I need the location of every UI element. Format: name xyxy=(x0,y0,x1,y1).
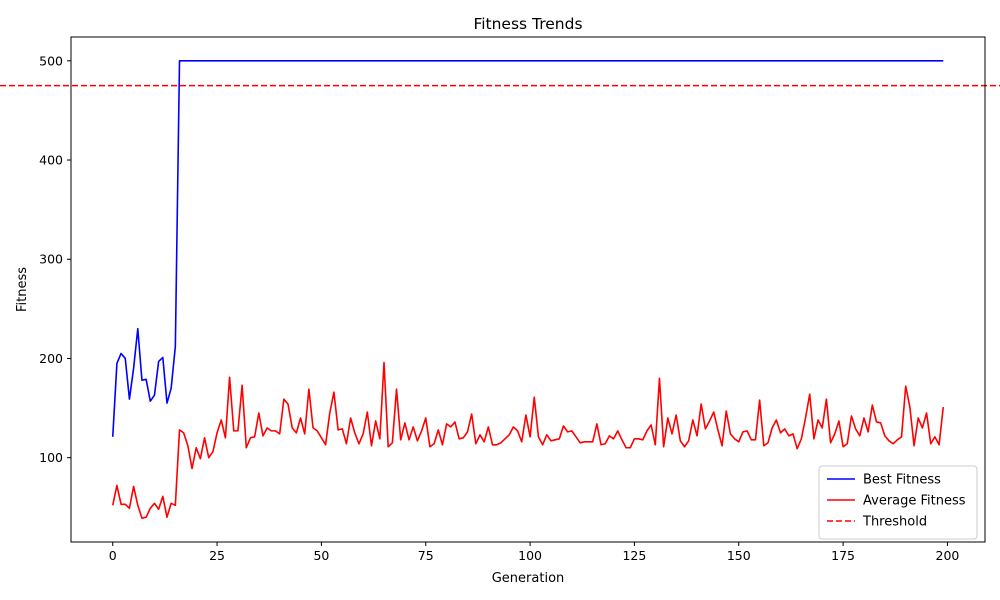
legend-box xyxy=(818,465,978,540)
x-tick-label: 25 xyxy=(209,548,225,563)
x-tick-label: 150 xyxy=(727,548,751,563)
plot-area xyxy=(0,60,1000,519)
chart-title: Fitness Trends xyxy=(473,15,582,33)
x-axis: 0 25 50 75 100 125 150 175 200 xyxy=(109,542,960,563)
y-tick-label: 200 xyxy=(39,351,63,366)
legend-label: Average Fitness xyxy=(863,494,966,509)
series-line-average-fitness xyxy=(111,361,945,519)
x-tick-label: 125 xyxy=(622,548,646,563)
legend-label: Best Fitness xyxy=(863,473,941,488)
y-axis: 100 200 300 400 500 xyxy=(39,53,71,465)
x-axis-label: Generation xyxy=(492,571,565,586)
series-line-best-fitness xyxy=(111,60,944,437)
axes-frame xyxy=(70,36,986,543)
legend-label: Threshold xyxy=(862,515,927,530)
y-axis-label: Fitness xyxy=(15,267,30,312)
y-tick-label: 300 xyxy=(39,252,63,267)
x-tick-label: 75 xyxy=(418,548,434,563)
x-tick-label: 50 xyxy=(313,548,329,563)
x-tick-label: 200 xyxy=(936,548,960,563)
legend: Best Fitness Average Fitness Threshold xyxy=(818,465,978,540)
y-tick-label: 500 xyxy=(39,53,63,68)
x-tick-label: 100 xyxy=(518,548,542,563)
x-tick-label: 175 xyxy=(831,548,855,563)
y-tick-label: 400 xyxy=(39,153,63,168)
x-tick-label: 0 xyxy=(109,548,117,563)
y-tick-label: 100 xyxy=(39,450,63,465)
